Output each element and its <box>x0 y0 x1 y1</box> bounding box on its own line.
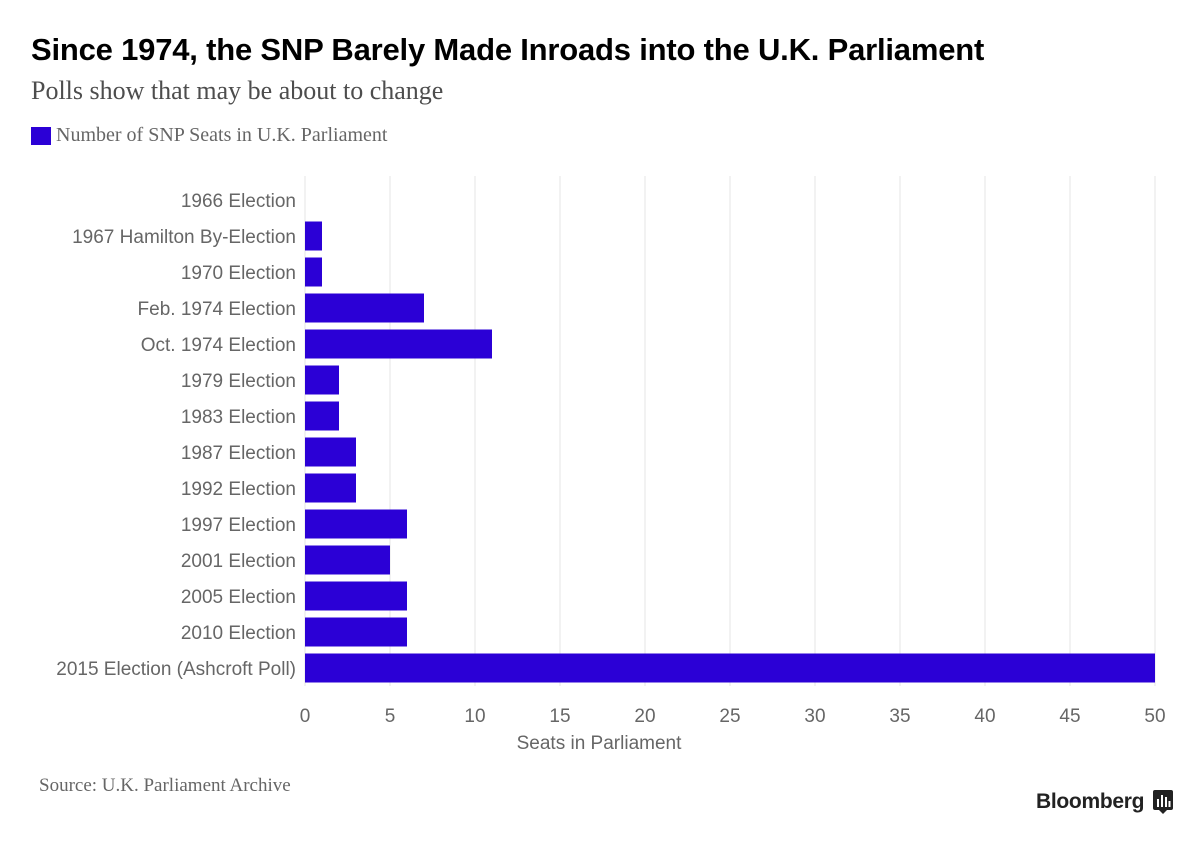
x-tick-label: 0 <box>300 706 311 727</box>
bar <box>305 401 339 431</box>
x-tick-label: 30 <box>804 706 825 727</box>
bar <box>305 365 339 395</box>
legend: Number of SNP Seats in U.K. Parliament <box>31 124 387 147</box>
x-tick-label: 20 <box>634 706 655 727</box>
bar <box>305 473 356 503</box>
chart-subtitle: Polls show that may be about to change <box>31 76 444 105</box>
category-label: Feb. 1974 Election <box>138 299 296 320</box>
source-note: Source: U.K. Parliament Archive <box>39 775 291 796</box>
category-labels: 1966 Election 1967 Hamilton By-Election 19… <box>56 191 296 680</box>
brand-logo: Bloomberg <box>1036 790 1174 814</box>
x-tick-label: 45 <box>1059 706 1080 727</box>
category-label: 2010 Election <box>181 623 296 644</box>
category-label: 2005 Election <box>181 587 296 608</box>
bar <box>305 653 1155 683</box>
category-label: 1983 Election <box>181 407 296 428</box>
bar <box>305 329 492 359</box>
bar <box>305 293 424 323</box>
x-axis-label: Seats in Parliament <box>517 733 682 754</box>
x-tick-label: 40 <box>974 706 995 727</box>
bar <box>305 545 390 575</box>
chart-title: Since 1974, the SNP Barely Made Inroads … <box>31 32 985 67</box>
legend-swatch <box>31 126 51 145</box>
category-label: Oct. 1974 Election <box>141 335 296 356</box>
bar <box>305 257 322 287</box>
bar <box>305 617 407 647</box>
x-tick-label: 10 <box>464 706 485 727</box>
x-tick-label: 50 <box>1144 706 1165 727</box>
category-label: 1967 Hamilton By-Election <box>72 227 296 248</box>
x-tick-label: 5 <box>385 706 396 727</box>
category-label: 2015 Election (Ashcroft Poll) <box>56 659 296 680</box>
category-label: 2001 Election <box>181 551 296 572</box>
x-tick-label: 35 <box>889 706 910 727</box>
grid-lines <box>304 176 1156 686</box>
x-tick-labels: 0 5 10 15 20 25 30 35 40 45 50 <box>300 706 1166 727</box>
bloomberg-chart-icon <box>1153 790 1174 814</box>
bar <box>305 437 356 467</box>
category-label: 1997 Election <box>181 515 296 536</box>
x-tick-label: 15 <box>549 706 570 727</box>
category-label: 1966 Election <box>181 191 296 212</box>
bar <box>305 221 322 251</box>
x-tick-label: 25 <box>719 706 740 727</box>
legend-label: Number of SNP Seats in U.K. Parliament <box>56 124 388 146</box>
category-label: 1979 Election <box>181 371 296 392</box>
brand-name: Bloomberg <box>1036 790 1145 813</box>
bars <box>305 221 1155 683</box>
category-label: 1992 Election <box>181 479 296 500</box>
category-label: 1987 Election <box>181 443 296 464</box>
category-label: 1970 Election <box>181 263 296 284</box>
bar <box>305 581 407 611</box>
bar <box>305 509 407 539</box>
